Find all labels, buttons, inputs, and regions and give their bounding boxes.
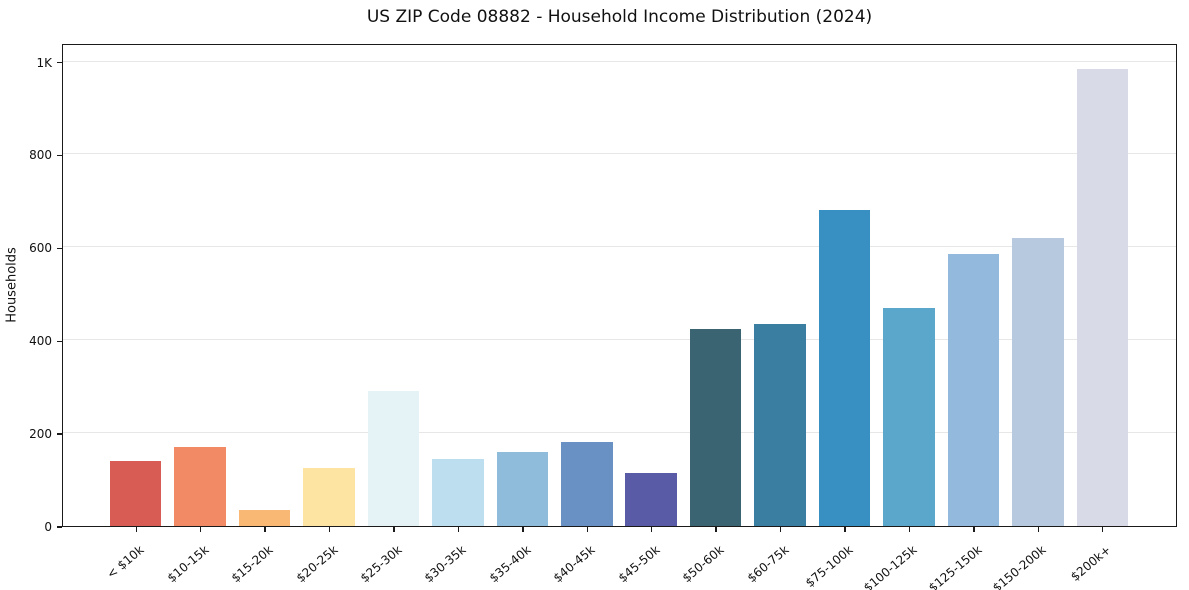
bar: [818, 210, 871, 526]
bar: [947, 254, 1000, 526]
y-tick-label: 600: [29, 241, 52, 256]
bar: [303, 467, 355, 526]
bar: [109, 460, 162, 526]
x-tick-mark: [1037, 527, 1040, 532]
y-tick-label: 0: [44, 520, 52, 534]
bar: [1076, 68, 1129, 526]
x-tick-label: $20-25k: [293, 542, 341, 586]
y-tick-mark: [57, 433, 62, 435]
y-tick-mark: [57, 340, 62, 342]
gridline-y-1K: [63, 60, 1176, 62]
x-tick-label: $10-15k: [164, 542, 212, 586]
x-tick-mark: [779, 527, 782, 532]
bar: [496, 451, 549, 526]
bar: [238, 509, 291, 526]
x-tick-label: $45-50k: [615, 542, 663, 586]
bar: [754, 323, 806, 526]
bar: [174, 447, 226, 526]
bar: [625, 472, 677, 526]
x-tick-label: $15-20k: [228, 542, 276, 586]
y-tick-label: 1K: [36, 55, 52, 70]
x-tick-mark: [1102, 527, 1104, 532]
x-tick-mark: [973, 527, 975, 532]
x-tick-mark: [586, 527, 588, 532]
chart-title: US ZIP Code 08882 - Household Income Dis…: [366, 7, 873, 27]
x-tick-label: $40-45k: [550, 542, 598, 586]
y-tick-label: 800: [29, 148, 52, 163]
x-tick-label: $30-35k: [422, 542, 469, 586]
y-tick-mark: [57, 61, 62, 64]
x-tick-label: < $10k: [104, 542, 147, 582]
x-tick-label: $25-30k: [357, 542, 405, 586]
x-tick-label: $200k+: [1067, 542, 1114, 584]
bar: [689, 328, 742, 526]
x-tick-mark: [844, 527, 846, 532]
x-tick-mark: [457, 527, 460, 532]
y-axis-title: Households: [4, 247, 20, 323]
x-tick-label: $75-100k: [802, 542, 856, 590]
x-tick-label: $60-75k: [744, 542, 792, 586]
y-tick-mark: [57, 526, 62, 528]
bar: [883, 307, 935, 526]
y-tick-label: 400: [29, 334, 52, 349]
y-tick-mark: [57, 247, 62, 250]
bar: [1012, 238, 1064, 526]
bar: [432, 458, 484, 526]
x-tick-label: $35-40k: [486, 542, 534, 586]
x-tick-mark: [715, 527, 717, 532]
x-tick-mark: [199, 527, 202, 532]
gridline-y-400: [63, 339, 1176, 341]
x-tick-mark: [328, 527, 331, 532]
x-tick-label: $150-200k: [990, 542, 1049, 590]
x-tick-mark: [651, 527, 653, 532]
y-tick-label: 200: [29, 427, 52, 442]
gridline-y-600: [63, 246, 1176, 248]
x-tick-mark: [393, 527, 395, 532]
x-tick-label: $50-60k: [679, 542, 727, 586]
x-tick-mark: [135, 527, 137, 532]
x-tick-mark: [522, 527, 524, 532]
gridline-y-800: [63, 153, 1176, 155]
plot-area: [62, 44, 1177, 527]
x-tick-mark: [264, 527, 266, 532]
gridline-y-200: [63, 432, 1176, 434]
bar: [561, 442, 613, 526]
x-tick-mark: [908, 527, 911, 532]
y-tick-mark: [57, 154, 62, 157]
x-tick-label: $125-150k: [925, 542, 985, 590]
bar: [367, 391, 420, 526]
x-tick-label: $100-125k: [861, 542, 920, 590]
